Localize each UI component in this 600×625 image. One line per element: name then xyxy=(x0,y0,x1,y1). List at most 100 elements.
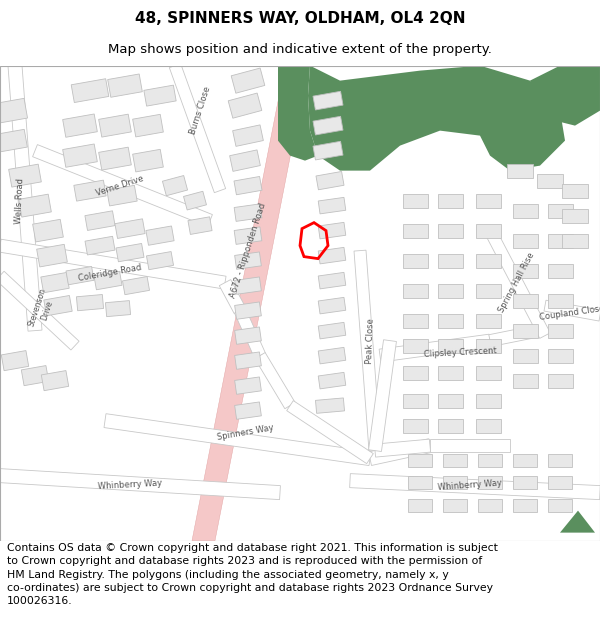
Polygon shape xyxy=(513,454,537,467)
Polygon shape xyxy=(85,236,115,255)
Polygon shape xyxy=(85,211,115,231)
Polygon shape xyxy=(562,184,588,198)
Polygon shape xyxy=(0,239,226,289)
Polygon shape xyxy=(313,116,343,135)
Polygon shape xyxy=(235,277,262,294)
Polygon shape xyxy=(318,272,346,289)
Polygon shape xyxy=(98,147,131,170)
Polygon shape xyxy=(144,85,176,106)
Polygon shape xyxy=(116,244,144,262)
Polygon shape xyxy=(235,308,265,358)
Polygon shape xyxy=(94,271,122,290)
Polygon shape xyxy=(476,224,500,238)
Polygon shape xyxy=(146,251,173,270)
Polygon shape xyxy=(32,219,64,242)
Polygon shape xyxy=(437,419,463,432)
Polygon shape xyxy=(478,476,502,489)
Polygon shape xyxy=(513,476,537,489)
Polygon shape xyxy=(0,129,28,152)
Polygon shape xyxy=(318,322,346,339)
Polygon shape xyxy=(403,254,427,268)
Polygon shape xyxy=(234,204,262,221)
Polygon shape xyxy=(350,474,600,499)
Text: Clipsley Crescent: Clipsley Crescent xyxy=(424,346,497,359)
Polygon shape xyxy=(537,174,563,188)
Polygon shape xyxy=(437,366,463,379)
Polygon shape xyxy=(476,394,500,408)
Text: Spring Hall Rise: Spring Hall Rise xyxy=(497,251,536,314)
Polygon shape xyxy=(403,339,427,352)
Polygon shape xyxy=(255,352,295,409)
Polygon shape xyxy=(548,234,572,248)
Polygon shape xyxy=(548,476,572,489)
Polygon shape xyxy=(184,191,206,210)
Polygon shape xyxy=(230,150,260,171)
Polygon shape xyxy=(74,180,106,201)
Polygon shape xyxy=(408,476,432,489)
Polygon shape xyxy=(507,164,533,177)
Polygon shape xyxy=(403,314,427,328)
Text: Peak Close: Peak Close xyxy=(365,318,375,364)
Polygon shape xyxy=(408,454,432,467)
Polygon shape xyxy=(163,176,188,196)
Polygon shape xyxy=(443,454,467,467)
Polygon shape xyxy=(430,439,510,452)
Polygon shape xyxy=(106,301,131,317)
Polygon shape xyxy=(512,234,538,248)
Polygon shape xyxy=(234,176,262,195)
Polygon shape xyxy=(188,217,212,234)
Polygon shape xyxy=(512,294,538,308)
Polygon shape xyxy=(478,499,502,512)
Polygon shape xyxy=(287,401,373,464)
Polygon shape xyxy=(44,296,72,316)
Polygon shape xyxy=(318,248,346,264)
Text: Wells Road: Wells Road xyxy=(14,177,26,224)
Polygon shape xyxy=(437,394,463,408)
Polygon shape xyxy=(437,314,463,328)
Polygon shape xyxy=(8,164,41,187)
Polygon shape xyxy=(235,327,262,344)
Polygon shape xyxy=(115,219,145,239)
Polygon shape xyxy=(437,339,463,352)
Polygon shape xyxy=(313,141,343,160)
Polygon shape xyxy=(235,302,262,319)
Polygon shape xyxy=(548,264,572,278)
Polygon shape xyxy=(318,372,346,389)
Polygon shape xyxy=(478,454,502,467)
Polygon shape xyxy=(443,476,467,489)
Polygon shape xyxy=(76,294,104,311)
Polygon shape xyxy=(133,149,163,172)
Polygon shape xyxy=(354,250,381,451)
Polygon shape xyxy=(512,324,538,338)
Text: 48, SPINNERS WAY, OLDHAM, OL4 2QN: 48, SPINNERS WAY, OLDHAM, OL4 2QN xyxy=(135,11,465,26)
Polygon shape xyxy=(476,314,500,328)
Polygon shape xyxy=(37,244,67,267)
Polygon shape xyxy=(235,402,262,419)
Polygon shape xyxy=(560,511,595,532)
Text: A672 - Ripponden Road: A672 - Ripponden Road xyxy=(229,202,268,299)
Polygon shape xyxy=(318,298,346,314)
Polygon shape xyxy=(122,276,149,295)
Polygon shape xyxy=(41,371,68,391)
Polygon shape xyxy=(235,352,262,369)
Polygon shape xyxy=(512,264,538,278)
Polygon shape xyxy=(22,366,49,386)
Polygon shape xyxy=(476,366,500,379)
Polygon shape xyxy=(133,114,163,137)
Polygon shape xyxy=(548,294,572,308)
Polygon shape xyxy=(548,454,572,467)
Polygon shape xyxy=(437,194,463,208)
Polygon shape xyxy=(62,144,97,168)
Polygon shape xyxy=(107,186,137,206)
Polygon shape xyxy=(403,194,427,208)
Polygon shape xyxy=(41,272,69,292)
Polygon shape xyxy=(98,114,131,137)
Text: Burns Close: Burns Close xyxy=(188,86,212,136)
Polygon shape xyxy=(374,439,431,457)
Polygon shape xyxy=(548,324,572,338)
Polygon shape xyxy=(19,194,52,217)
Text: Spinners Way: Spinners Way xyxy=(216,423,274,442)
Polygon shape xyxy=(485,228,550,338)
Polygon shape xyxy=(104,414,371,466)
Polygon shape xyxy=(0,271,79,350)
